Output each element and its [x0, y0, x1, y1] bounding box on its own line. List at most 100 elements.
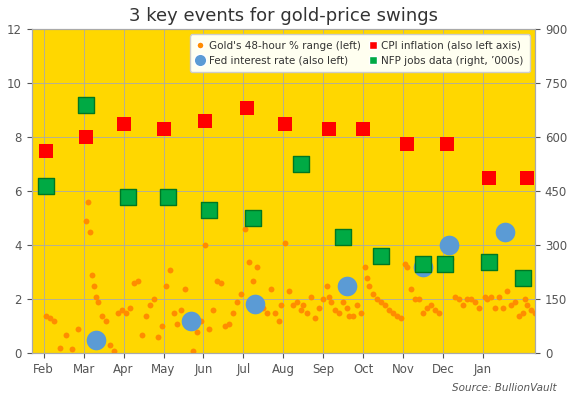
- Point: [443, 264, 452, 270]
- Point: [159, 126, 168, 132]
- Point: [455, 296, 464, 303]
- Point: [163, 194, 172, 200]
- Point: [401, 261, 410, 267]
- Point: [459, 302, 468, 308]
- Point: [319, 296, 328, 303]
- Point: [81, 218, 90, 224]
- Point: [377, 299, 386, 305]
- Point: [113, 310, 122, 316]
- Point: [45, 315, 54, 322]
- Point: [221, 323, 230, 329]
- Point: [187, 318, 196, 324]
- Point: [331, 307, 340, 313]
- Point: [89, 283, 98, 289]
- Point: [471, 299, 480, 305]
- Point: [526, 307, 536, 313]
- Point: [406, 286, 416, 292]
- Point: [369, 291, 378, 297]
- Point: [123, 194, 132, 200]
- Point: [181, 286, 190, 292]
- Point: [83, 199, 92, 205]
- Point: [487, 293, 496, 300]
- Point: [483, 296, 492, 303]
- Point: [253, 264, 262, 270]
- Point: [289, 302, 298, 308]
- Point: [263, 310, 272, 316]
- Point: [81, 134, 90, 141]
- Point: [422, 305, 432, 311]
- Point: [518, 275, 528, 281]
- Point: [389, 310, 398, 316]
- Point: [522, 175, 532, 181]
- Point: [243, 104, 252, 111]
- Point: [521, 296, 530, 303]
- Point: [502, 288, 511, 295]
- Point: [153, 334, 162, 340]
- Point: [285, 288, 294, 295]
- Point: [506, 302, 515, 308]
- Point: [377, 253, 386, 260]
- Point: [129, 280, 138, 286]
- Point: [121, 310, 130, 316]
- Point: [281, 239, 290, 246]
- Point: [217, 280, 226, 286]
- Point: [530, 310, 540, 316]
- Point: [277, 302, 286, 308]
- Point: [91, 337, 100, 343]
- Point: [534, 329, 544, 335]
- Point: [410, 296, 420, 303]
- Point: [259, 305, 268, 311]
- Point: [275, 318, 284, 324]
- Point: [249, 215, 258, 222]
- Point: [209, 307, 218, 313]
- Point: [281, 121, 290, 127]
- Point: [225, 321, 234, 327]
- Point: [345, 312, 354, 319]
- Point: [480, 293, 490, 300]
- Point: [249, 277, 258, 284]
- Point: [97, 312, 106, 319]
- Point: [233, 299, 242, 305]
- Point: [205, 207, 214, 213]
- Point: [491, 305, 500, 311]
- Point: [293, 299, 302, 305]
- Point: [414, 296, 424, 303]
- Point: [373, 296, 382, 303]
- Point: [443, 141, 452, 147]
- Point: [463, 296, 472, 303]
- Point: [93, 299, 102, 305]
- Point: [339, 299, 348, 305]
- Point: [55, 345, 64, 351]
- Point: [385, 307, 394, 313]
- Point: [475, 305, 484, 311]
- Point: [165, 267, 174, 273]
- Point: [451, 293, 460, 300]
- Point: [201, 242, 210, 248]
- Point: [189, 348, 198, 354]
- Point: [325, 293, 334, 300]
- Point: [327, 299, 336, 305]
- Point: [237, 291, 246, 297]
- Point: [241, 226, 250, 232]
- Point: [125, 305, 134, 311]
- Point: [522, 302, 532, 308]
- Point: [363, 275, 372, 281]
- Point: [359, 126, 368, 132]
- Point: [518, 310, 528, 316]
- Point: [325, 126, 334, 132]
- Point: [229, 310, 238, 316]
- Point: [360, 264, 370, 270]
- Point: [91, 293, 100, 300]
- Point: [364, 283, 374, 289]
- Point: [201, 118, 210, 124]
- Point: [484, 258, 494, 265]
- Point: [343, 283, 352, 289]
- Point: [402, 264, 412, 270]
- Point: [447, 256, 456, 262]
- Point: [117, 307, 126, 313]
- Point: [67, 346, 76, 353]
- Point: [177, 307, 186, 313]
- Point: [101, 318, 110, 324]
- Point: [81, 102, 90, 108]
- Point: [352, 302, 362, 308]
